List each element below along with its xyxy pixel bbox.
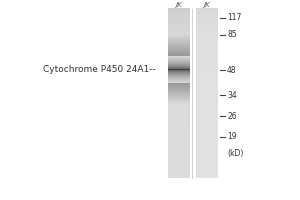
Text: 34: 34	[227, 91, 237, 100]
Text: JK: JK	[176, 2, 182, 8]
Text: Cytochrome P450 24A1--: Cytochrome P450 24A1--	[43, 65, 156, 74]
Text: 117: 117	[227, 13, 242, 22]
Text: JK: JK	[204, 2, 210, 8]
Text: 48: 48	[227, 66, 237, 75]
Text: 85: 85	[227, 30, 237, 39]
Text: (kD): (kD)	[227, 149, 243, 158]
Text: 26: 26	[227, 112, 237, 121]
Text: 19: 19	[227, 132, 237, 141]
